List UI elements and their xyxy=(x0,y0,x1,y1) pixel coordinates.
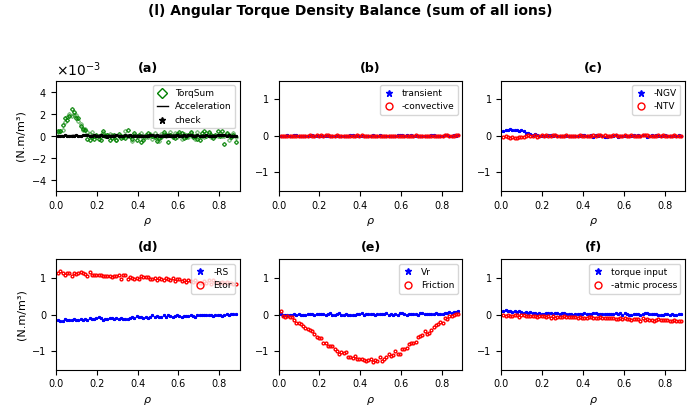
Legend: torque input, -atmic process: torque input, -atmic process xyxy=(589,264,680,294)
X-axis label: ρ: ρ xyxy=(589,216,596,226)
Title: (c): (c) xyxy=(584,62,603,75)
Legend: -RS, Etor: -RS, Etor xyxy=(191,264,235,294)
Legend: Vr, Friction: Vr, Friction xyxy=(399,264,458,294)
Legend: TorqSum, Acceleration, check: TorqSum, Acceleration, check xyxy=(153,85,235,129)
X-axis label: ρ: ρ xyxy=(144,395,151,405)
Text: (l) Angular Torque Density Balance (sum of all ions): (l) Angular Torque Density Balance (sum … xyxy=(148,4,552,18)
Legend: -NGV, -NTV: -NGV, -NTV xyxy=(632,85,680,115)
X-axis label: ρ: ρ xyxy=(589,395,596,405)
Title: (f): (f) xyxy=(584,241,602,254)
Y-axis label: (N.m/m³): (N.m/m³) xyxy=(17,289,27,340)
Title: (b): (b) xyxy=(360,62,381,75)
Y-axis label: (N.m/m³): (N.m/m³) xyxy=(15,110,25,161)
Legend: transient, -convective: transient, -convective xyxy=(380,85,458,115)
Title: (d): (d) xyxy=(137,241,158,254)
Title: (a): (a) xyxy=(138,62,158,75)
Title: (e): (e) xyxy=(360,241,381,254)
X-axis label: ρ: ρ xyxy=(367,395,374,405)
X-axis label: ρ: ρ xyxy=(367,216,374,226)
X-axis label: ρ: ρ xyxy=(144,216,151,226)
